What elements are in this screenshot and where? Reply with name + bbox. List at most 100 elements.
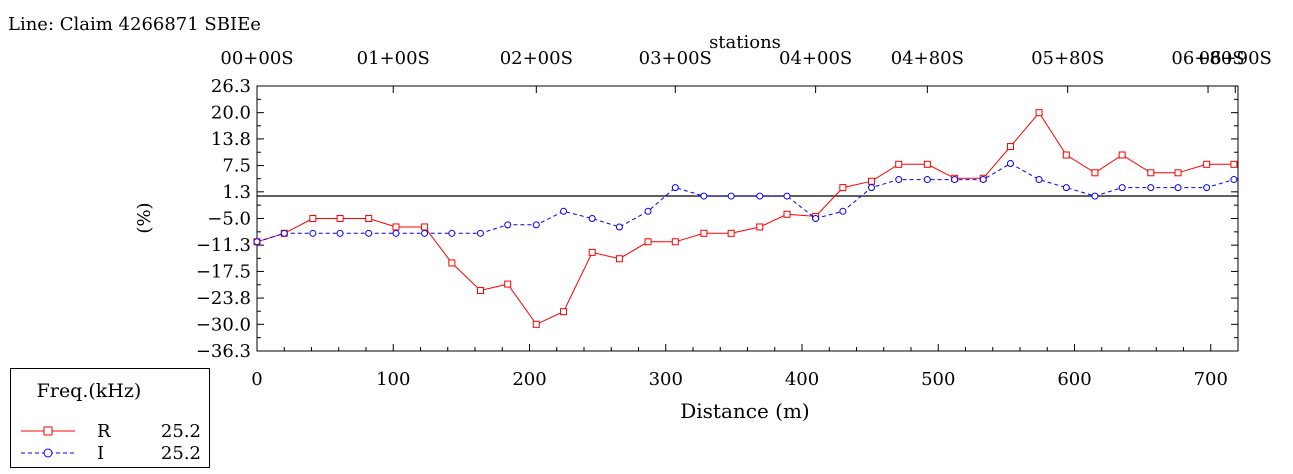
- x-tick-label: 100: [376, 369, 410, 390]
- series-I-point: [1062, 184, 1070, 192]
- series-I-point: [615, 223, 623, 231]
- y-tick-label: −30.0: [196, 314, 251, 335]
- station-tick-label: 03+00S: [639, 48, 712, 69]
- series-R-point: [560, 308, 568, 316]
- series-I-point: [560, 207, 568, 215]
- series-R-point: [1035, 109, 1043, 117]
- series-R-point: [309, 215, 317, 222]
- series-I-point: [365, 229, 373, 237]
- series-R-point: [392, 223, 400, 231]
- series-R-point: [615, 255, 623, 263]
- series-R-point: [1147, 169, 1155, 177]
- series-I-point: [923, 176, 931, 184]
- series-R-point: [1174, 169, 1182, 177]
- series-I-point: [644, 207, 652, 215]
- y-tick-label: −17.5: [196, 261, 251, 282]
- series-R-point: [476, 286, 484, 294]
- legend-series-name: R: [97, 421, 111, 442]
- series-I-point: [1091, 192, 1099, 200]
- legend-series-value: 25.2: [161, 443, 201, 464]
- series-R-point: [1230, 160, 1238, 168]
- series-R-point: [783, 210, 791, 218]
- x-tick-label: 400: [785, 369, 819, 390]
- series-I-point: [1174, 184, 1182, 192]
- series-I-point: [392, 229, 400, 237]
- series-R-point: [671, 238, 679, 246]
- series-R-point: [448, 259, 456, 267]
- legend-title: Freq.(kHz): [37, 380, 142, 402]
- series-R-point: [867, 177, 875, 185]
- series-I-point: [727, 192, 735, 200]
- series-I-point: [448, 229, 456, 237]
- station-tick-label: 01+00S: [357, 48, 430, 69]
- station-tick-label: 06+90S: [1199, 48, 1272, 69]
- series-R-point: [1062, 151, 1070, 159]
- series-I-point: [421, 229, 429, 237]
- station-tick-label: 00+00S: [220, 48, 293, 69]
- legend-marker-I: [43, 448, 53, 458]
- x-tick-label: 200: [512, 369, 546, 390]
- series-R-point: [504, 280, 512, 288]
- series-I-point: [979, 176, 987, 184]
- series-I-point: [476, 229, 484, 237]
- legend-marker-R: [43, 426, 53, 436]
- series-I-point: [309, 229, 317, 237]
- y-tick-label: 7.5: [222, 156, 251, 177]
- series-I-point: [280, 229, 288, 237]
- series-R-point: [588, 248, 596, 256]
- station-tick-label: 06+80S: [1171, 48, 1244, 69]
- series-R-point: [365, 215, 373, 222]
- station-tick-label: 05+80S: [1031, 48, 1104, 69]
- series-R-point: [1091, 169, 1099, 177]
- line-title: Line: Claim 4266871 SBIEe: [8, 14, 261, 35]
- series-layer: [253, 109, 1238, 328]
- series-I-point: [504, 221, 512, 229]
- station-tick-label: 04+80S: [891, 48, 964, 69]
- series-R-point: [1118, 151, 1126, 159]
- series-I-point: [253, 238, 261, 246]
- series-I-point: [1203, 184, 1211, 192]
- y-tick-label: −36.3: [196, 341, 251, 362]
- series-I-point: [588, 215, 596, 222]
- series-R-point: [700, 229, 708, 237]
- series-I-point: [1230, 176, 1238, 184]
- series-R-point: [421, 223, 429, 231]
- station-tick-label: 04+00S: [779, 48, 852, 69]
- x-tick-label: 700: [1194, 369, 1228, 390]
- y-axis-label: (%): [134, 202, 155, 233]
- x-tick-label: 0: [251, 369, 262, 390]
- y-tick-label: 26.3: [211, 76, 251, 97]
- legend-canvas: Freq.(kHz) R 25.2 I 25.2: [21, 380, 201, 464]
- legend: Freq.(kHz) R 25.2 I 25.2: [10, 368, 210, 468]
- y-tick-label: 13.8: [211, 129, 251, 150]
- series-I-point: [839, 207, 847, 215]
- y-tick-label: −23.8: [196, 288, 251, 309]
- series-R-point: [923, 160, 931, 168]
- series-I-point: [532, 221, 540, 229]
- x-tick-label: 600: [1057, 369, 1091, 390]
- axis-ticks: 26.3 20.0 13.8 7.5 1.3 −5.0 −11.3 −17.5 −23.8 −30…: [196, 48, 1272, 390]
- series-I-point: [1006, 159, 1014, 167]
- series-R-point: [895, 160, 903, 168]
- legend-entries: R 25.2 I 25.2: [21, 421, 201, 464]
- legend-series-name: I: [97, 443, 104, 464]
- y-tick-label: −11.3: [196, 235, 251, 256]
- series-I-point: [1147, 184, 1155, 192]
- x-tick-label: 500: [921, 369, 955, 390]
- series-line-R: [256, 111, 1234, 325]
- series-R-point: [727, 229, 735, 237]
- series-I-point: [336, 229, 344, 237]
- series-R-point: [756, 223, 764, 231]
- series-I-point: [895, 176, 903, 184]
- x-axis-label: Distance (m): [680, 399, 810, 423]
- series-R-point: [1203, 160, 1211, 168]
- series-I-point: [756, 192, 764, 200]
- y-tick-label: 1.3: [222, 182, 251, 203]
- plot-frame: [256, 85, 1239, 352]
- series-R-point: [1006, 143, 1014, 151]
- series-I-point: [783, 192, 791, 200]
- series-I-point: [1035, 176, 1043, 184]
- x-tick-label: 300: [649, 369, 683, 390]
- top-axis-label: stations: [709, 32, 781, 53]
